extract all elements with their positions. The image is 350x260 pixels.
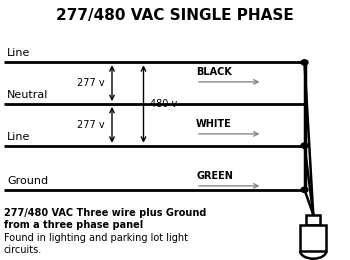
Text: GREEN: GREEN — [196, 171, 233, 181]
Text: 480 v: 480 v — [150, 99, 178, 109]
Text: 277/480 VAC SINGLE PHASE: 277/480 VAC SINGLE PHASE — [56, 8, 294, 23]
Circle shape — [301, 60, 308, 65]
Text: 277 v: 277 v — [77, 120, 105, 130]
Text: Ground: Ground — [7, 176, 48, 186]
Text: Line: Line — [7, 49, 30, 58]
Text: BLACK: BLACK — [196, 67, 232, 77]
Text: Line: Line — [7, 132, 30, 142]
Text: WHITE: WHITE — [196, 119, 232, 129]
Text: 277 v: 277 v — [77, 78, 105, 88]
Text: 277/480 VAC Three wire plus Ground: 277/480 VAC Three wire plus Ground — [4, 208, 206, 218]
Text: from a three phase panel: from a three phase panel — [4, 220, 143, 230]
Circle shape — [301, 187, 308, 192]
Circle shape — [301, 143, 308, 148]
Bar — [300, 225, 326, 251]
Text: Found in lighting and parking lot light: Found in lighting and parking lot light — [4, 233, 188, 243]
Text: circuits.: circuits. — [4, 245, 42, 255]
Text: Neutral: Neutral — [7, 90, 48, 100]
Bar — [306, 214, 320, 225]
